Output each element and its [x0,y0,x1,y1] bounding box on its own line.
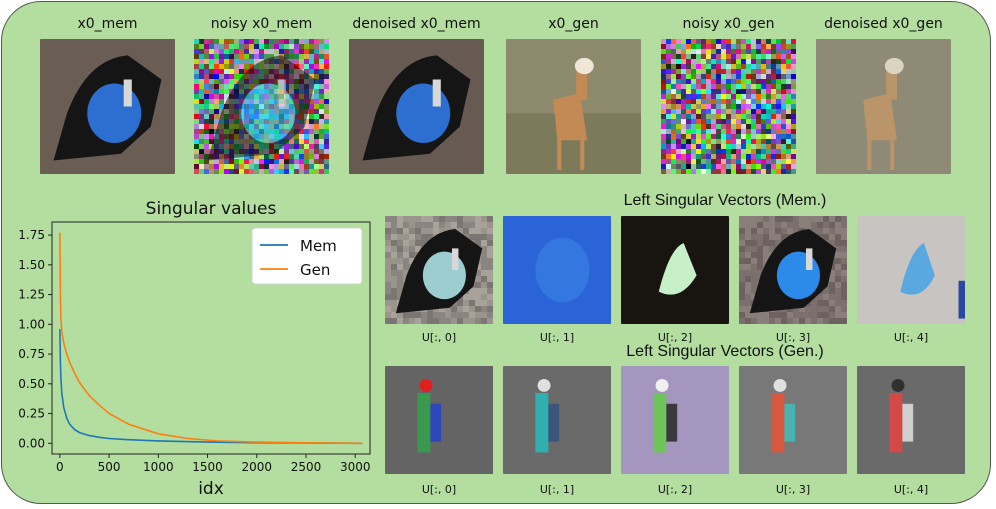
chart-title: Singular values [146,199,277,219]
vector-caption: U[:, 3] [775,331,811,344]
y-tick-label: 0.25 [18,407,45,421]
mem-vectors-title: Left Singular Vectors (Mem.) [623,192,827,209]
x-tick-label: 1500 [192,460,223,474]
top-image-label: noisy x0_mem [210,16,313,32]
vector-caption: U[:, 2] [657,483,693,496]
y-tick-label: 1.50 [18,258,45,272]
denoised-x0-gen-image [816,39,951,174]
legend-label: Mem [300,237,337,255]
vector-caption: U[:, 3] [775,483,811,496]
noisy-x0-mem-image [194,39,329,174]
top-image-label: x0_gen [548,16,599,32]
legend-label: Gen [300,261,330,279]
series-line-gen [59,232,363,445]
vector-caption: U[:, 0] [421,483,457,496]
gen-u2-image [621,366,729,474]
y-tick-label: 0.75 [18,347,45,361]
y-tick-label: 1.75 [18,228,45,242]
denoised-x0-mem-image [349,39,484,174]
x-tick-label: 500 [98,460,121,474]
vector-caption: U[:, 2] [657,331,693,344]
mem-u3-image [739,216,847,324]
top-image-label: x0_mem [77,16,138,32]
y-tick-label: 0.00 [18,436,45,450]
plot-frame [51,221,371,455]
noisy-x0-gen-image [661,39,796,174]
vector-caption: U[:, 4] [893,483,929,496]
x-tick-label: 2500 [291,460,322,474]
x-axis-label: idx [198,479,224,499]
vector-caption: U[:, 0] [421,331,457,344]
gen-u1-image [503,366,611,474]
y-tick-label: 1.25 [18,288,45,302]
vector-caption: U[:, 1] [539,331,575,344]
x0-mem-image [40,39,175,174]
mem-u2-image [621,216,729,324]
x-tick-label: 1000 [143,460,174,474]
mem-u1-image [503,216,611,324]
x-tick-label: 0 [56,460,64,474]
vector-caption: U[:, 1] [539,483,575,496]
y-tick-label: 0.50 [18,377,45,391]
gen-u4-image [857,366,965,474]
mem-u0-image [385,216,493,324]
legend-box [251,227,363,285]
x0-gen-image [506,39,641,174]
top-image-label: denoised x0_gen [824,16,943,32]
mem-u4-image [857,216,965,324]
top-image-label: noisy x0_gen [682,16,775,32]
gen-vectors-title: Left Singular Vectors (Gen.) [626,343,824,360]
x-tick-label: 3000 [340,460,371,474]
gen-u3-image [739,366,847,474]
top-image-label: denoised x0_mem [352,16,481,32]
y-tick-label: 1.00 [18,317,45,331]
gen-u0-image [385,366,493,474]
series-line-mem [59,329,363,445]
x-tick-label: 2000 [242,460,273,474]
vector-caption: U[:, 4] [893,331,929,344]
